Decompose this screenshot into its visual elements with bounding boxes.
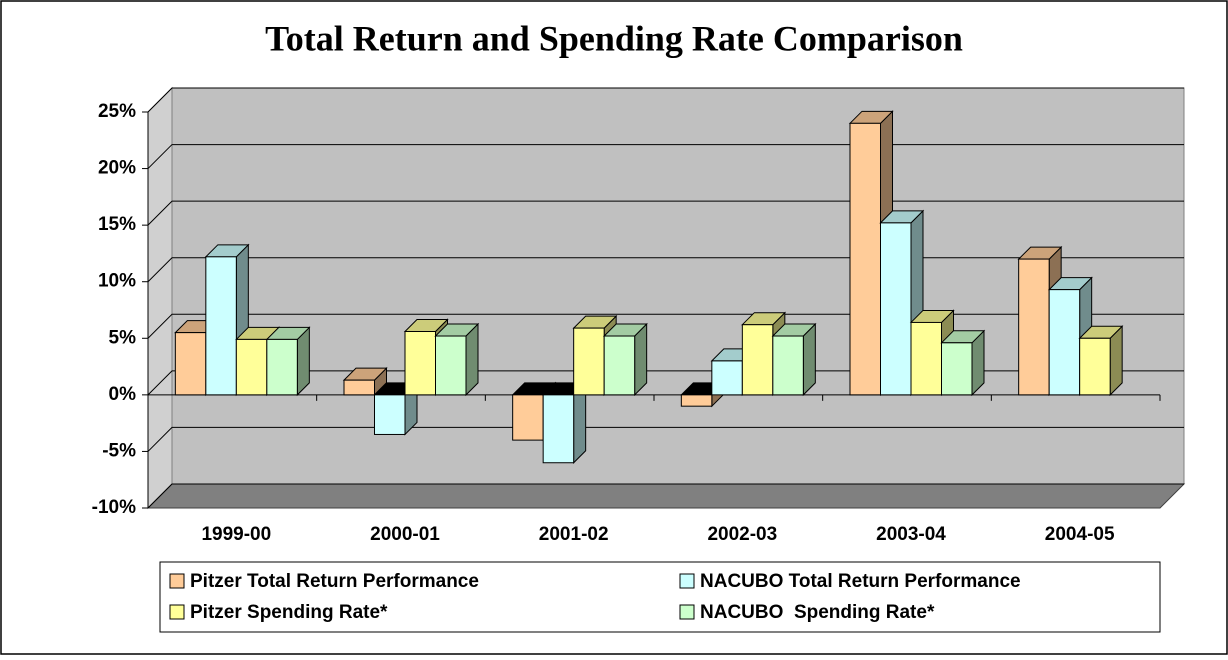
bar <box>772 335 804 396</box>
bar <box>941 342 973 396</box>
bar <box>1048 289 1081 396</box>
y-tick-label: -10% <box>92 497 136 518</box>
legend <box>159 561 1161 633</box>
bar <box>266 338 298 396</box>
bar <box>573 327 605 396</box>
x-tick-label: 2004-05 <box>1045 524 1115 545</box>
legend-swatch <box>169 573 185 589</box>
bar <box>174 332 207 396</box>
bar <box>680 394 713 407</box>
side-wall <box>147 86 173 510</box>
x-tick-label: 2002-03 <box>707 524 777 545</box>
grid-line <box>147 87 1184 113</box>
grid-line <box>147 257 1184 283</box>
y-tick-label: 0% <box>109 384 137 405</box>
y-tick-label: 25% <box>98 101 136 122</box>
bar <box>1018 258 1050 396</box>
grid-line <box>147 200 1184 226</box>
bar <box>603 335 636 396</box>
bar <box>374 394 406 435</box>
grid-line <box>147 426 1184 452</box>
grid-line <box>147 483 1184 509</box>
bar <box>235 338 268 396</box>
bar <box>343 379 375 396</box>
grid-line <box>147 313 1184 339</box>
y-tick-label: 5% <box>109 327 137 348</box>
y-tick-label: 10% <box>98 271 136 292</box>
x-tick-label: 2003-04 <box>876 524 946 545</box>
legend-swatch <box>169 604 185 620</box>
y-tick-label: -5% <box>102 440 136 461</box>
chart-title: Total Return and Spending Rate Compariso… <box>265 18 963 58</box>
bar <box>741 324 774 396</box>
bar <box>880 222 912 396</box>
bar <box>910 321 942 396</box>
grid-line <box>147 144 1184 169</box>
legend-label: Pitzer Spending Rate* <box>190 602 388 623</box>
bar <box>435 335 467 396</box>
y-tick-label: 20% <box>98 158 136 179</box>
legend-label: NACUBO Spending Rate* <box>700 602 935 623</box>
x-tick-label: 2000-01 <box>370 524 440 545</box>
legend-swatch <box>679 573 695 589</box>
legend-label: Pitzer Total Return Performance <box>190 571 479 592</box>
grid-line <box>147 370 1184 396</box>
bar <box>205 256 237 396</box>
legend-label: NACUBO Total Return Performance <box>700 571 1021 592</box>
bar <box>542 394 575 464</box>
floor <box>146 483 1186 509</box>
legend-swatch <box>679 604 695 620</box>
bar <box>711 360 743 396</box>
y-tick-label: 15% <box>98 214 136 235</box>
bar <box>404 330 436 396</box>
x-tick-label: 1999-00 <box>201 524 271 545</box>
bar <box>1079 337 1111 396</box>
bar <box>849 122 881 396</box>
bar <box>512 394 544 441</box>
x-tick-label: 2001-02 <box>539 524 609 545</box>
